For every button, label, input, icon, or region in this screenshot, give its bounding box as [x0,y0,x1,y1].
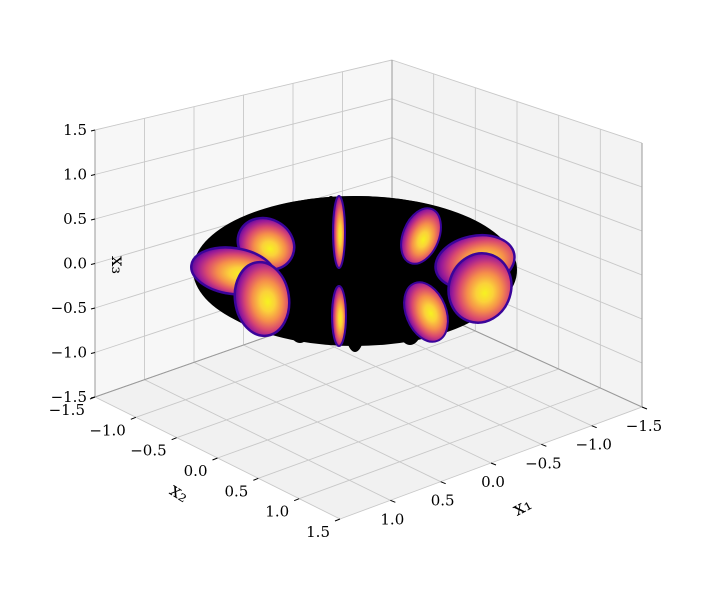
y-tick-mark [130,416,137,420]
grid-line [94,59,393,131]
z-tick-label: 1.5 [63,121,87,139]
y-axis-label: x₂ [166,479,193,507]
x-tick-label: 0.5 [431,492,455,510]
z-tick-mark [90,307,96,310]
x-tick-mark [390,499,396,503]
grid-line [299,387,601,500]
x-tick-label: 1.0 [380,510,404,528]
y-tick-mark [253,477,259,481]
y-tick-mark [171,437,177,441]
ellipsoid [403,281,449,343]
z-tick-label: −0.5 [51,299,87,317]
ellipsoid [400,207,442,265]
y-tick-mark [212,457,218,461]
y-axis-ticks: −1.5−1.0 −0.5 0.0 0.5 1.0 1.5 [49,396,341,541]
ellipsoid [331,285,347,347]
z-axis-ticks: −1.5 −1.0 −0.5 0.0 0.5 1.0 1.5 [51,121,96,406]
z-tick-mark [90,129,96,132]
z-tick-label: −1.5 [51,388,87,406]
z-tick-label: −1.0 [51,344,87,362]
y-tick-label: −1.5 [49,401,85,419]
x-axis-label: x₁ [509,493,536,521]
x-tick-mark [591,425,597,429]
ellipsoid [447,252,513,324]
y-tick-label: 1.5 [306,523,330,541]
y-tick-label: 0.0 [184,462,208,480]
x-axis-ticks: 1.0 0.5 0.0 −0.5 −1.0 −1.5 [380,406,662,528]
y-tick-mark [89,396,96,400]
z-tick-mark [90,218,96,221]
x-tick-mark [641,406,648,410]
z-tick-mark [90,174,96,176]
z-axis-label: x₃ [107,256,129,274]
y-tick-label: −0.5 [130,442,166,460]
y-tick-label: 1.0 [265,503,289,521]
grid-line [391,59,643,144]
x-tick-label: 0.0 [481,473,505,491]
y-tick-mark [293,498,300,502]
z-tick-label: 0.0 [63,255,87,273]
x-tick-label: −0.5 [525,454,561,472]
y-tick-mark [334,518,341,522]
z-tick-label: 0.5 [63,210,87,228]
x-tick-label: −1.0 [575,436,611,454]
ellipsoid [332,195,346,269]
y-tick-label: 0.5 [224,482,248,500]
z-tick-mark [90,352,96,354]
x-tick-mark [490,462,497,466]
ellipsoid-group [190,195,516,347]
ellipsoid [233,260,291,338]
y-tick-label: −1.0 [89,421,125,439]
z-tick-mark [90,263,96,265]
x-tick-label: −1.5 [626,417,662,435]
x-tick-mark [440,481,446,485]
x-tick-mark [541,443,547,447]
z-tick-label: 1.0 [63,166,87,184]
